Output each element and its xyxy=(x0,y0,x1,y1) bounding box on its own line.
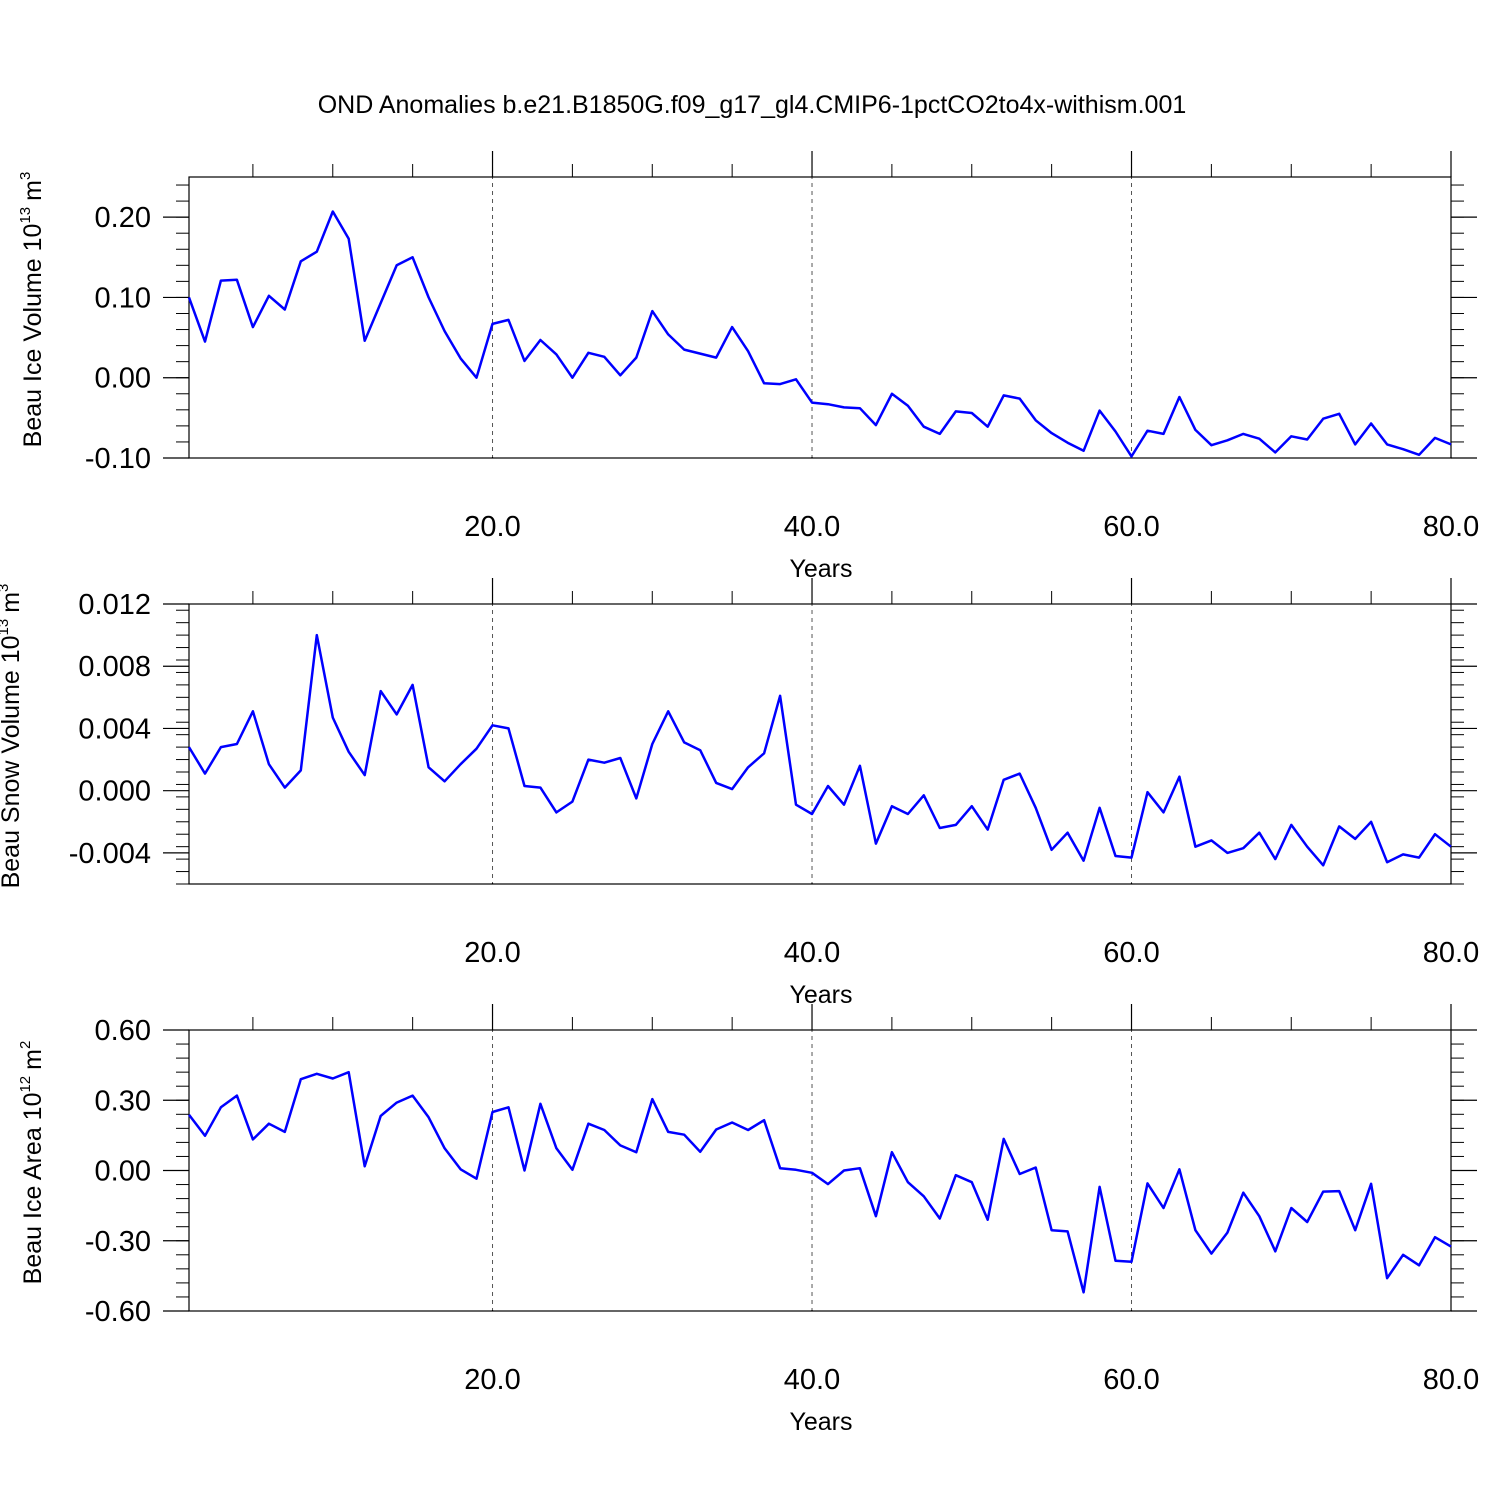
x-tick-label: 60.0 xyxy=(1103,1364,1159,1396)
grid-lines xyxy=(492,578,1133,884)
x-tick-label: 60.0 xyxy=(1103,511,1159,543)
y-axis-label-unit: m xyxy=(0,592,25,613)
y-tick-label: 0.004 xyxy=(78,713,151,745)
x-tick-label: 20.0 xyxy=(464,511,520,543)
major-ticks xyxy=(163,578,1477,884)
y-tick-label: 0.30 xyxy=(95,1085,151,1117)
y-tick-labels: -0.004 0.000 0.004 0.008 0.012 xyxy=(69,589,151,870)
major-ticks xyxy=(163,1004,1477,1312)
panel-snow-volume: -0.004 0.000 0.004 0.008 0.012 20.0 40.0 60.0 8… xyxy=(0,578,1479,1009)
x-axis-label: Years xyxy=(789,1408,852,1436)
y-axis-label-unit: m xyxy=(19,1049,47,1070)
minor-ticks xyxy=(176,164,1464,459)
panel-ice-volume: -0.10 0.00 0.10 0.20 20.0 40.0 60.0 80.0 Years… xyxy=(17,151,1479,583)
y-axis-label-unit: m xyxy=(19,180,47,201)
y-axis-label: Beau Snow Volume 1013 m3 xyxy=(0,584,25,889)
x-tick-label: 40.0 xyxy=(784,1364,840,1396)
y-axis-label-main: Beau Ice Area 10 xyxy=(19,1093,47,1285)
x-tick-labels: 20.0 40.0 60.0 80.0 xyxy=(464,1364,1479,1396)
y-tick-label: 0.00 xyxy=(95,363,151,395)
y-tick-label: 0.10 xyxy=(95,282,151,314)
x-tick-label: 20.0 xyxy=(464,1364,520,1396)
y-tick-labels: -0.10 0.00 0.10 0.20 xyxy=(85,202,151,475)
plot-frame xyxy=(188,176,1452,459)
series-line-ice-volume xyxy=(187,210,1452,458)
y-tick-label: 0.012 xyxy=(78,589,151,621)
y-tick-label: 0.60 xyxy=(95,1015,151,1047)
y-axis-label-exponent: 13 xyxy=(17,207,34,224)
y-tick-label: 0.008 xyxy=(78,651,151,683)
y-tick-labels: -0.60 -0.30 0.00 0.30 0.60 xyxy=(85,1015,151,1328)
x-axis-label: Years xyxy=(789,555,852,583)
x-tick-label: 20.0 xyxy=(464,937,520,969)
y-axis-label-main: Beau Ice Volume 10 xyxy=(19,224,47,448)
x-tick-label: 40.0 xyxy=(784,511,840,543)
minor-ticks xyxy=(176,591,1464,885)
series-line-ice-area xyxy=(188,1070,1452,1294)
panel-ice-area: -0.60-0.300.000.300.60 20.0 40.0 60.0 80.0 … xyxy=(17,1004,1479,1436)
y-axis-label: Beau Ice Volume 1013 m3 xyxy=(17,172,47,448)
plot-frame xyxy=(188,1029,1452,1312)
x-tick-label: 60.0 xyxy=(1103,937,1159,969)
minor-ticks xyxy=(176,1017,1464,1312)
y-tick-label: -0.10 xyxy=(85,443,151,475)
x-tick-label: 40.0 xyxy=(784,937,840,969)
x-tick-label: 80.0 xyxy=(1423,937,1479,969)
y-tick-label: -0.60 xyxy=(85,1296,151,1328)
grid-lines xyxy=(492,1004,1133,1311)
major-ticks xyxy=(163,151,1477,459)
y-axis-label-exponent: 13 xyxy=(0,619,12,636)
x-tick-labels: 20.0 40.0 60.0 80.0 xyxy=(464,937,1479,969)
y-axis-label-unit-exponent: 2 xyxy=(17,1041,34,1049)
series-line-snow-volume xyxy=(187,633,1452,867)
x-tick-labels: 20.0 40.0 60.0 80.0 xyxy=(464,511,1479,543)
y-tick-label: 0.000 xyxy=(78,776,151,808)
y-tick-label: -0.30 xyxy=(85,1226,151,1258)
y-axis-label-exponent: 12 xyxy=(17,1076,34,1093)
x-tick-label: 80.0 xyxy=(1423,511,1479,543)
x-axis-label: Years xyxy=(789,981,852,1009)
y-tick-label: -0.004 xyxy=(69,838,151,870)
y-tick-label: 0.20 xyxy=(95,202,151,234)
y-axis-label-unit-exponent: 3 xyxy=(0,584,12,592)
chart-title: OND Anomalies b.e21.B1850G.f09_g17_gl4.C… xyxy=(318,91,1187,119)
grid-lines xyxy=(492,151,1133,458)
x-tick-label: 80.0 xyxy=(1423,1364,1479,1396)
y-axis-label: Beau Ice Area 1012 m2 xyxy=(17,1041,47,1285)
y-tick-label: 0.00 xyxy=(95,1156,151,1188)
y-axis-label-main: Beau Snow Volume 10 xyxy=(0,635,25,888)
plot-frame xyxy=(188,603,1452,885)
y-axis-label-unit-exponent: 3 xyxy=(17,172,34,180)
